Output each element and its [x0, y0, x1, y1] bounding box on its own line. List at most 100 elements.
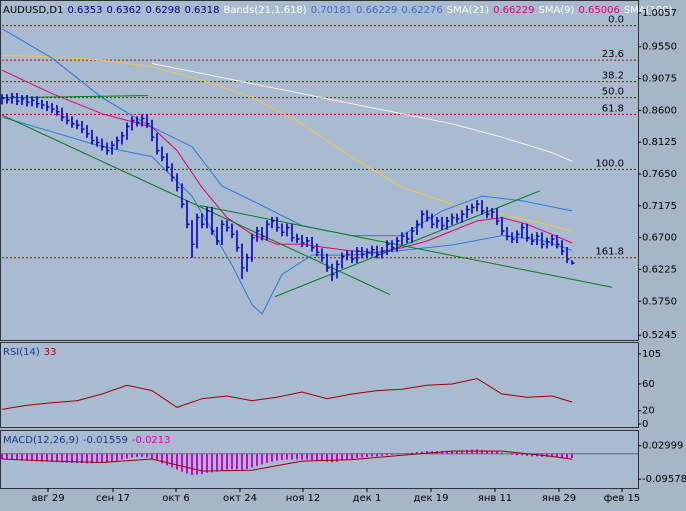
histogram-bar	[246, 453, 248, 470]
histogram-bar	[526, 453, 528, 456]
indicator-line	[1, 55, 573, 232]
panel-header: AUDUSD,D1 0.6353 0.6362 0.6298 0.6318 Bands(2…	[3, 5, 673, 16]
y-tick-label: 105	[642, 349, 661, 360]
indicator-line	[1, 116, 573, 315]
histogram-bar	[371, 453, 373, 457]
histogram-bar	[251, 453, 253, 468]
histogram-bar	[161, 453, 163, 464]
indicator-line	[199, 205, 613, 288]
histogram-bar	[341, 453, 343, 461]
histogram-bar	[46, 453, 48, 462]
histogram-bar	[451, 450, 453, 454]
header-item: 0.65006	[578, 5, 619, 16]
indicator-line	[1, 28, 573, 237]
histogram-bar	[81, 453, 83, 464]
fib-label: 161.8	[595, 247, 624, 258]
histogram-bar	[336, 453, 338, 462]
histogram-bar	[191, 453, 193, 475]
histogram-bar	[471, 449, 473, 454]
histogram-bar	[376, 453, 378, 457]
histogram-bar	[91, 453, 93, 464]
histogram-bar	[416, 452, 418, 454]
histogram-bar	[101, 453, 103, 463]
fib-label: 100.0	[595, 158, 624, 169]
histogram-bar	[501, 452, 503, 454]
header-item: SMA(9)	[538, 5, 574, 16]
y-tick-label: 60	[642, 379, 655, 390]
histogram-bar	[41, 453, 43, 462]
histogram-bar	[566, 453, 568, 458]
histogram-bar	[466, 449, 468, 454]
y-tick-label: 0.9550	[642, 42, 677, 53]
histogram-bar	[346, 453, 348, 460]
histogram-bar	[226, 453, 228, 470]
histogram-bar	[11, 453, 13, 461]
histogram-bar	[391, 453, 393, 455]
y-tick-label: 0.6700	[642, 233, 677, 244]
histogram-bar	[171, 453, 173, 468]
histogram-bar	[321, 453, 323, 462]
histogram-bar	[71, 453, 73, 463]
histogram-bar	[276, 453, 278, 461]
fib-label: 38.2	[602, 71, 624, 82]
fib-label: 50.0	[602, 87, 624, 98]
histogram-bar	[491, 451, 493, 454]
histogram-bar	[296, 453, 298, 460]
histogram-bar	[96, 453, 98, 464]
indicator-line	[1, 450, 573, 472]
histogram-bar	[551, 453, 553, 458]
histogram-bar	[221, 453, 223, 471]
y-tick-label: 0.8600	[642, 105, 677, 116]
histogram-bar	[206, 453, 208, 473]
histogram-bar	[361, 453, 363, 458]
histogram-bar	[516, 453, 518, 456]
histogram-bar	[366, 453, 368, 457]
y-tick-label: -0.09578	[642, 474, 686, 485]
y-tick-label: 0.02999	[642, 441, 683, 452]
histogram-bar	[486, 450, 488, 454]
x-tick-label: авг 29	[31, 493, 64, 504]
histogram-bar	[1, 453, 3, 460]
header-item: 0.62276	[401, 5, 442, 16]
header-item: 0.6318	[184, 5, 219, 16]
y-tick-label: 0	[642, 419, 648, 430]
x-tick-label: окт 6	[162, 493, 190, 504]
header-item: 33	[44, 347, 57, 358]
histogram-bar	[256, 453, 258, 466]
indicator-line	[274, 190, 541, 298]
histogram-bar	[356, 453, 358, 458]
histogram-bar	[531, 453, 533, 457]
panel-header: MACD(12,26,9) -0.01559 -0.0213	[3, 435, 171, 446]
histogram-bar	[571, 453, 573, 458]
histogram-bar	[241, 453, 243, 470]
histogram-bar	[291, 453, 293, 460]
histogram-bar	[76, 453, 78, 464]
histogram-bar	[151, 453, 153, 460]
histogram-bar	[496, 451, 498, 454]
header-item: Bands(21,1.618)	[223, 5, 306, 16]
histogram-bar	[396, 453, 398, 455]
histogram-bar	[36, 453, 38, 462]
histogram-bar	[426, 451, 428, 454]
histogram-bar	[411, 452, 413, 454]
histogram-bar	[21, 453, 23, 461]
x-tick-label: янв 29	[542, 493, 576, 504]
histogram-bar	[556, 453, 558, 458]
header-item: 0.6362	[106, 5, 141, 16]
histogram-bar	[16, 453, 18, 461]
histogram-bar	[211, 453, 213, 473]
histogram-bar	[126, 453, 128, 459]
histogram-bar	[381, 453, 383, 456]
histogram-bar	[446, 450, 448, 454]
y-tick-label: 0.5245	[642, 330, 677, 341]
header-item: 0.66229	[493, 5, 534, 16]
rsi-panel	[0, 342, 639, 428]
price-panel	[0, 0, 639, 341]
header-item: MACD(12,26,9)	[3, 435, 79, 446]
histogram-bar	[156, 453, 158, 462]
histogram-bar	[196, 453, 198, 475]
histogram-bar	[181, 453, 183, 472]
y-tick-label: 0.8125	[642, 137, 677, 148]
histogram-bar	[456, 450, 458, 454]
